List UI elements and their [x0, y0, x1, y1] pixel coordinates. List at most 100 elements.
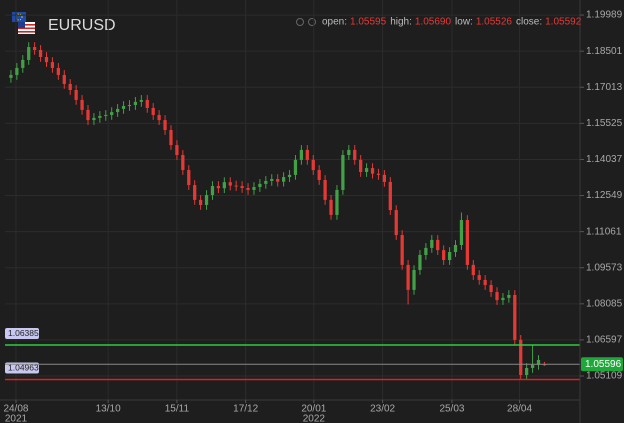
candle-body — [406, 264, 410, 290]
candle-body — [536, 359, 541, 365]
y-tick-label: 1.11061 — [586, 226, 622, 237]
y-tick-label: 1.12549 — [586, 190, 623, 201]
candle-body — [453, 244, 458, 253]
x-tick-label: 13/10 — [96, 404, 121, 415]
candle-body — [471, 264, 475, 276]
candle-body — [287, 174, 292, 178]
candle-body — [193, 185, 197, 200]
candle-body — [347, 149, 351, 156]
candle-body — [317, 170, 321, 180]
candle-body — [104, 114, 108, 116]
candle-body — [447, 252, 452, 261]
candle-body — [145, 99, 149, 108]
candle-body — [216, 186, 221, 189]
readout-value: 1.05592 — [545, 17, 582, 28]
candle-body — [163, 120, 167, 131]
candle-body — [187, 170, 191, 186]
candle-body — [376, 173, 381, 175]
candle-body — [110, 112, 114, 115]
candle-body — [530, 364, 535, 368]
candle-body — [489, 285, 493, 293]
y-tick-label: 1.18501 — [586, 46, 623, 57]
flag-icon — [12, 12, 35, 34]
candle-body — [92, 117, 96, 121]
candle-body — [329, 199, 333, 215]
candle-body — [341, 155, 345, 190]
candle-body — [62, 74, 66, 84]
candle-body — [115, 108, 120, 113]
candle-body — [151, 107, 155, 115]
candle-body — [222, 182, 226, 189]
candle-body — [50, 62, 55, 68]
symbol: EURUSD — [48, 17, 116, 34]
candle-body — [501, 297, 505, 301]
y-tick-label: 1.17013 — [586, 82, 623, 93]
level-badge — [5, 362, 39, 374]
readout-label: low: — [455, 17, 473, 28]
candle-body — [175, 145, 179, 156]
candle-body — [293, 159, 298, 175]
candle-body — [424, 247, 428, 255]
candle-body — [382, 174, 387, 182]
candle-body — [507, 294, 511, 298]
candle-body — [98, 115, 102, 118]
level-badge — [5, 328, 39, 340]
candle-body — [519, 339, 523, 376]
readout-value: 1.05690 — [415, 17, 452, 28]
candle-body — [27, 47, 31, 60]
y-tick-label: 1.06597 — [586, 335, 623, 346]
level-label: 1.06385 — [8, 328, 39, 338]
candle-body — [44, 57, 49, 63]
candle-body — [133, 101, 138, 106]
level-label: 1.04963 — [8, 362, 39, 372]
y-tick-label: 1.14037 — [586, 154, 623, 165]
last-price-badge — [581, 357, 623, 372]
candle-body — [418, 254, 422, 270]
candle-body — [477, 275, 481, 280]
candle-body — [270, 179, 274, 181]
candle-body — [198, 199, 203, 205]
candle-body — [56, 67, 60, 75]
candle-body — [276, 179, 280, 182]
candle-body — [181, 155, 185, 171]
candle-body — [139, 99, 143, 102]
candle-body — [252, 187, 256, 190]
candle-body — [359, 159, 363, 172]
candle-body — [210, 186, 215, 196]
candle-body — [436, 239, 440, 251]
candle-body — [442, 250, 446, 261]
candle-body — [33, 47, 37, 50]
readout-label: open: — [322, 17, 347, 28]
readout-label: high: — [390, 17, 412, 28]
candle-body — [305, 149, 309, 160]
x-tick-label: 20/01 — [301, 404, 326, 415]
candle-body — [169, 130, 173, 146]
candle-body — [246, 187, 250, 190]
candle-body — [240, 186, 244, 188]
candle-body — [388, 181, 392, 211]
readout-value: 1.05526 — [476, 17, 513, 28]
readout-icons — [296, 18, 316, 26]
candle-body — [323, 179, 327, 200]
candle-body — [234, 185, 238, 187]
x-tick-label: 25/03 — [439, 404, 464, 415]
candle-body — [21, 59, 25, 68]
candle-body — [335, 189, 339, 215]
candle-body — [68, 83, 72, 90]
candle-body — [465, 220, 470, 265]
candle-body — [204, 195, 209, 205]
readout-value: 1.05595 — [350, 17, 387, 28]
candle-body — [364, 168, 369, 172]
candle-body — [281, 177, 286, 182]
candle-body — [121, 106, 126, 109]
candle-body — [38, 49, 43, 58]
x-year-label: 2021 — [5, 414, 28, 423]
candle-body — [459, 220, 464, 245]
candle-body — [370, 168, 375, 174]
candle-body — [394, 210, 398, 236]
last-price-label: 1.05596 — [585, 359, 622, 370]
x-tick-label: 15/11 — [165, 404, 190, 415]
candle-body — [15, 67, 19, 75]
readout-label: close: — [516, 17, 542, 28]
